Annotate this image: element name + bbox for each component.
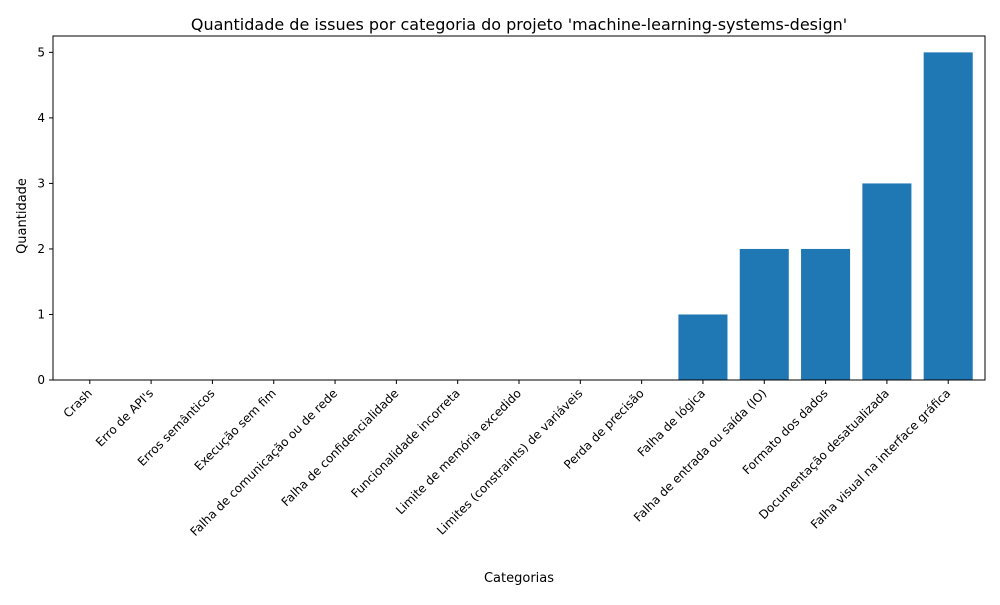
y-tick-label-2: 2	[37, 242, 45, 256]
plot-area-frame	[52, 35, 986, 381]
chart-title: Quantidade de issues por categoria do pr…	[191, 15, 847, 34]
y-tick-label-1: 1	[37, 307, 45, 321]
y-tick-label-5: 5	[37, 45, 45, 59]
x-tick-label-7: Limite de memória excedido	[393, 386, 524, 517]
bar-11	[739, 248, 789, 380]
x-tick-label-13: Documentação desatualizada	[756, 386, 892, 522]
x-tick-label-6: Funcionalidade incorreta	[348, 386, 462, 500]
y-tick-label-0: 0	[37, 373, 45, 387]
bar-12	[801, 248, 851, 380]
x-tick-label-5: Falha de confidencialidade	[279, 386, 402, 509]
x-tick-label-1: Erro de API's	[93, 386, 156, 449]
y-tick-label-4: 4	[37, 111, 45, 125]
y-axis-label: Quantidade	[15, 178, 30, 254]
bar-14	[923, 52, 973, 380]
bars-group	[678, 52, 973, 380]
x-tick-label-14: Falha visual na interface gráfica	[808, 386, 953, 531]
bar-13	[862, 183, 912, 380]
bar-10	[678, 314, 728, 380]
y-tick-label-3: 3	[37, 176, 45, 190]
x-tick-label-11: Falha de entrada ou saída (IO)	[631, 386, 769, 524]
y-axis-ticks: 0 1 2 3 4 5	[37, 45, 53, 387]
x-tick-label-0: Crash	[61, 386, 95, 420]
x-axis-label: Categorias	[484, 571, 554, 586]
